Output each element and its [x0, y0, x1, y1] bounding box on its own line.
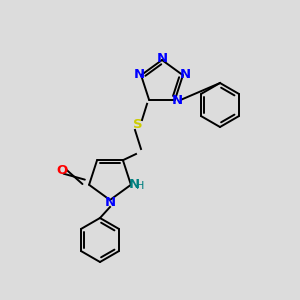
Text: N: N — [156, 52, 168, 65]
Text: N: N — [179, 68, 191, 81]
Text: O: O — [56, 164, 68, 176]
Text: N: N — [104, 196, 116, 209]
Text: H: H — [136, 181, 144, 191]
Text: N: N — [128, 178, 140, 191]
Text: S: S — [133, 118, 143, 131]
Text: N: N — [134, 68, 145, 81]
Text: N: N — [171, 94, 182, 107]
